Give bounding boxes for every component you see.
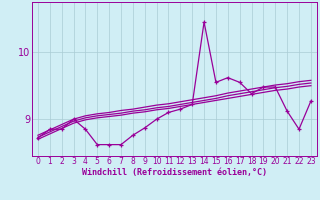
X-axis label: Windchill (Refroidissement éolien,°C): Windchill (Refroidissement éolien,°C) — [82, 168, 267, 177]
